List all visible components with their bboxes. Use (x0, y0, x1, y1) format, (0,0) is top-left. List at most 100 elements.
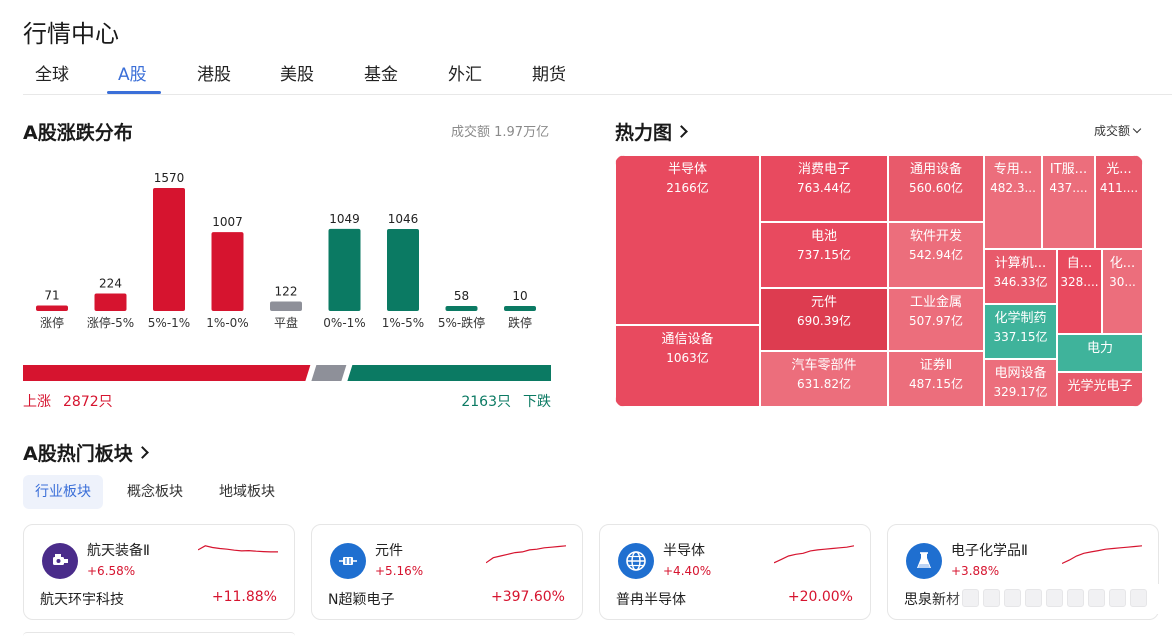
sector-change: +3.88% (951, 564, 1000, 578)
beaker-icon (906, 543, 942, 579)
sector-card[interactable]: 半导体 +4.40% 普冉半导体 +20.00% (599, 524, 871, 620)
distribution-title: A股涨跌分布 (23, 122, 133, 144)
bar-value-label: 71 (44, 288, 59, 302)
bar-category-label: 跌停 (508, 315, 532, 330)
heatmap-cell[interactable]: 工业金属 507.97亿 (888, 288, 984, 351)
heatmap-cell[interactable]: 电力 (1057, 334, 1143, 372)
subtab-region[interactable]: 地域板块 (219, 484, 275, 500)
bar-category-label: 涨停-5% (87, 315, 134, 330)
bar-category-label: 5%-跌停 (438, 315, 485, 330)
market-tabs: 全球 A股 港股 美股 基金 外汇 期货 (23, 58, 1172, 95)
rocket-engine-icon (42, 543, 78, 579)
tab-futures[interactable]: 期货 (532, 65, 566, 85)
leading-stock-name: N超颖电子 (328, 592, 395, 608)
heatmap-cell[interactable]: 软件开发 542.94亿 (888, 222, 984, 288)
bar-value-label: 1046 (388, 212, 419, 226)
sector-sparkline (486, 545, 566, 564)
bar-category-label: 1%-5% (382, 316, 424, 330)
distribution-bar (328, 228, 361, 311)
tab-funds[interactable]: 基金 (364, 65, 398, 85)
heatmap-cell[interactable]: 自... 328.... (1057, 249, 1102, 334)
distribution-bar (36, 305, 68, 311)
hot-sectors-title-link[interactable]: A股热门板块 (23, 439, 149, 466)
page-title: 行情中心 (23, 20, 119, 48)
heatmap-sort-dropdown[interactable]: 成交额 (1094, 122, 1142, 139)
heatmap-title: 热力图 (615, 122, 673, 144)
heatmap-cell[interactable]: 光学光电子 (1057, 372, 1143, 407)
up-label: 上涨 (23, 394, 51, 410)
sector-name: 电子化学品Ⅱ (951, 543, 1028, 559)
sector-sparkline (1062, 545, 1142, 565)
sector-change: +6.58% (87, 564, 136, 578)
sector-sparkline (774, 545, 854, 564)
sector-name: 航天装备Ⅱ (87, 543, 150, 559)
hot-sectors-title: A股热门板块 (23, 443, 133, 465)
ratio-up-segment (23, 365, 311, 381)
up-count: 2872只 (63, 394, 113, 410)
subtab-industry[interactable]: 行业板块 (23, 475, 103, 509)
leading-stock-change: +20.00% (787, 589, 853, 605)
heatmap-cell[interactable]: 化学制药 337.15亿 (984, 304, 1057, 359)
distribution-bar (153, 188, 185, 311)
down-summary: 2163只 下跌 (461, 391, 551, 411)
sector-change: +5.16% (375, 564, 424, 578)
sector-name: 元件 (375, 543, 403, 559)
turnover-amount: 成交额 1.97万亿 (451, 125, 550, 140)
leading-stock-change: +11.88% (211, 589, 277, 605)
up-summary: 上涨 2872只 (23, 391, 113, 411)
heatmap-cell[interactable]: 汽车零部件 631.82亿 (760, 351, 888, 407)
heatmap-cell[interactable]: 元件 690.39亿 (760, 288, 888, 351)
bar-value-label: 224 (99, 276, 122, 290)
heatmap-cell[interactable]: 计算机... 346.33亿 (984, 249, 1057, 304)
chevron-right-icon (675, 125, 688, 138)
up-down-ratio-bar (23, 365, 551, 381)
subtab-concept[interactable]: 概念板块 (127, 484, 183, 500)
tab-forex[interactable]: 外汇 (448, 65, 482, 85)
heatmap-cell[interactable]: 电网设备 329.17亿 (984, 359, 1057, 407)
bar-category-label: 涨停 (40, 315, 64, 330)
bar-value-label: 1049 (329, 212, 360, 226)
chevron-right-icon (135, 446, 149, 459)
tab-global[interactable]: 全球 (35, 65, 69, 85)
sector-name: 半导体 (663, 543, 705, 559)
bar-category-label: 5%-1% (148, 316, 190, 330)
leading-stock-change: +397.60% (490, 589, 565, 605)
heatmap-cell[interactable]: 专用... 482.3... (984, 155, 1042, 249)
tab-hk-stocks[interactable]: 港股 (197, 65, 231, 85)
sector-card[interactable]: 航天装备Ⅱ +6.58% 航天环宇科技 +11.88% (23, 524, 295, 620)
ratio-down-segment (347, 365, 551, 381)
bar-value-label: 10 (512, 289, 527, 303)
tab-a-shares[interactable]: A股 (118, 65, 147, 85)
tab-us-stocks[interactable]: 美股 (280, 65, 314, 85)
leading-stock-name: 航天环宇科技 (40, 592, 124, 608)
heatmap-cell[interactable]: 化... 30... (1102, 249, 1143, 334)
heatmap-cell[interactable]: 消费电子 763.44亿 (760, 155, 888, 222)
distribution-bar (387, 229, 419, 311)
down-label: 下跌 (523, 394, 551, 410)
distribution-bar (504, 306, 536, 311)
heatmap-cell[interactable]: 光... 411.... (1095, 155, 1143, 249)
sector-card[interactable]: 元件 +5.16% N超颖电子 +397.60% (311, 524, 583, 620)
bar-category-label: 1%-0% (206, 316, 248, 330)
sector-heatmap: 半导体 2166亿 通信设备 1063亿 消费电子 763.44亿 电池 737.15亿… (615, 155, 1143, 407)
bar-category-label: 平盘 (274, 315, 298, 330)
sector-change: +4.40% (663, 564, 712, 578)
distribution-bar (445, 306, 478, 311)
distribution-bar (211, 232, 244, 311)
bar-value-label: 1007 (212, 215, 243, 229)
heatmap-cell[interactable]: 通信设备 1063亿 (615, 325, 760, 407)
globe-icon (618, 543, 654, 579)
bar-value-label: 58 (454, 289, 469, 303)
heatmap-sort-label: 成交额 (1094, 124, 1131, 138)
heatmap-cell[interactable]: 证券Ⅱ 487.15亿 (888, 351, 984, 407)
heatmap-cell[interactable]: 通用设备 560.60亿 (888, 155, 984, 222)
heatmap-cell[interactable]: 半导体 2166亿 (615, 155, 760, 325)
distribution-bar (94, 293, 127, 311)
active-tab-indicator (107, 91, 161, 94)
heatmap-cell[interactable]: 电池 737.15亿 (760, 222, 888, 288)
distribution-bar-chart: 71 涨停 224 涨停-5% 1570 5%-1% 1007 1%-0% 122 平盘 1049 0… (36, 171, 536, 330)
distribution-bar (270, 301, 302, 311)
heatmap-cell[interactable]: IT服... 437.... (1042, 155, 1095, 249)
heatmap-title-link[interactable]: 热力图 (615, 118, 688, 145)
component-icon (330, 543, 366, 579)
